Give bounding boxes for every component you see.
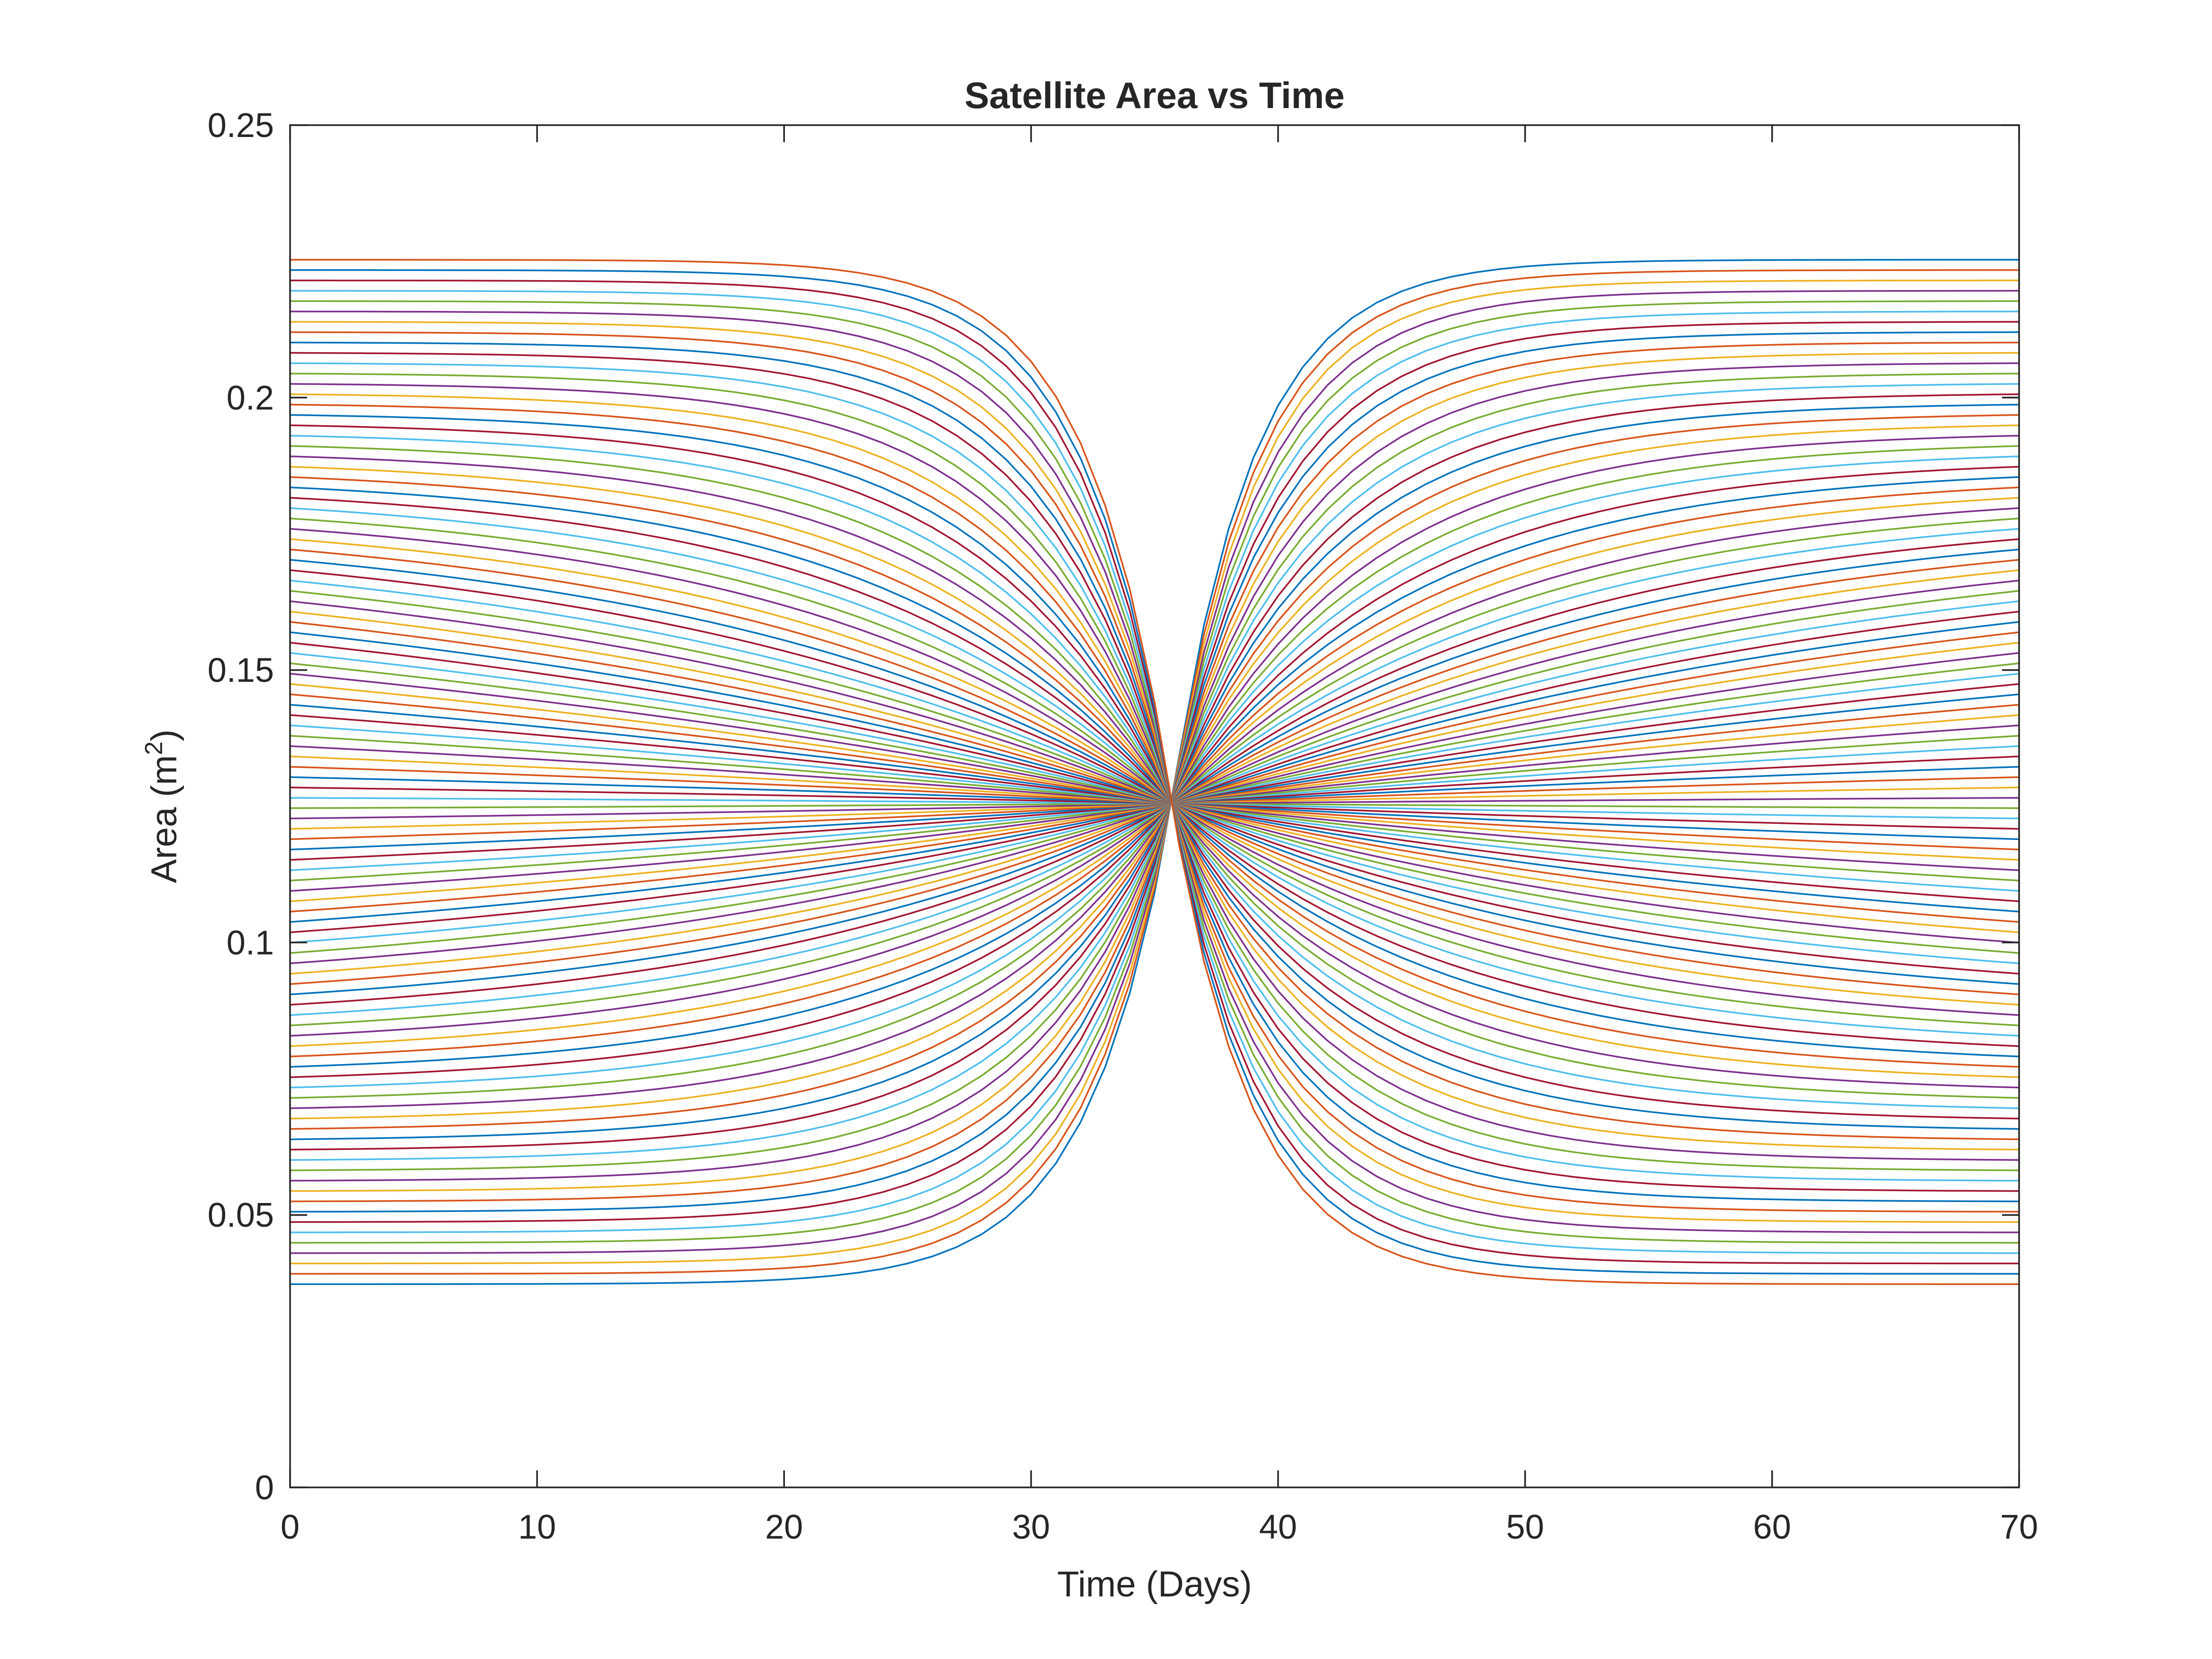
series-line bbox=[290, 445, 2019, 1099]
series-line bbox=[290, 362, 2019, 1182]
series-line bbox=[290, 373, 2019, 1171]
y-tick-label: 0.25 bbox=[208, 107, 274, 145]
series-line bbox=[290, 538, 2019, 1006]
y-tick-label: 0 bbox=[255, 1469, 274, 1507]
series-line bbox=[290, 259, 2019, 1285]
series-line bbox=[290, 341, 2019, 1203]
series-line bbox=[290, 424, 2019, 1120]
series-line bbox=[290, 465, 2019, 1078]
x-tick-label: 50 bbox=[1506, 1508, 1544, 1546]
series-line bbox=[290, 507, 2019, 1037]
series-line bbox=[290, 300, 2019, 1244]
series-line bbox=[290, 476, 2019, 1068]
series-line bbox=[290, 269, 2019, 1275]
x-tick-label: 70 bbox=[2000, 1508, 2038, 1546]
series-line bbox=[290, 435, 2019, 1109]
series-line bbox=[290, 352, 2019, 1192]
series-line bbox=[290, 455, 2019, 1089]
series-line bbox=[290, 486, 2019, 1057]
series-line bbox=[290, 362, 2019, 1182]
series-line bbox=[290, 548, 2019, 995]
series-line bbox=[290, 476, 2019, 1068]
series-line bbox=[290, 373, 2019, 1171]
series-line bbox=[290, 341, 2019, 1203]
y-axis-label-base: Area (m bbox=[144, 755, 184, 883]
x-tick-label: 60 bbox=[1753, 1508, 1791, 1546]
series-line bbox=[290, 290, 2019, 1254]
series-line bbox=[290, 403, 2019, 1140]
series-line bbox=[290, 310, 2019, 1233]
series-line bbox=[290, 414, 2019, 1130]
series-line bbox=[290, 538, 2019, 1006]
x-axis-label: Time (Days) bbox=[1057, 1564, 1252, 1604]
y-axis-label: Area (m2) bbox=[140, 729, 184, 884]
series-line bbox=[290, 445, 2019, 1099]
series-line bbox=[290, 279, 2019, 1265]
series-line bbox=[290, 331, 2019, 1213]
series-line bbox=[290, 517, 2019, 1027]
series-layer bbox=[290, 259, 2019, 1285]
series-line bbox=[290, 383, 2019, 1161]
series-line bbox=[290, 259, 2019, 1285]
y-axis-label-close: ) bbox=[144, 729, 184, 741]
series-line bbox=[290, 279, 2019, 1265]
y-tick-label: 0.05 bbox=[208, 1196, 274, 1234]
y-tick-label: 0.15 bbox=[208, 652, 274, 690]
y-axis-ticks: 0 0.05 0.1 0.15 0.2 0.25 bbox=[208, 107, 2019, 1507]
axes-box bbox=[289, 124, 2020, 1488]
series-line bbox=[290, 321, 2019, 1223]
x-tick-label: 20 bbox=[765, 1508, 803, 1546]
series-line bbox=[290, 559, 2019, 985]
series-line bbox=[290, 424, 2019, 1120]
series-line bbox=[290, 352, 2019, 1192]
series-line bbox=[290, 465, 2019, 1078]
series-line bbox=[290, 269, 2019, 1275]
y-tick-label: 0.1 bbox=[227, 924, 274, 962]
series-line bbox=[290, 403, 2019, 1140]
x-tick-label: 0 bbox=[281, 1508, 300, 1546]
series-line bbox=[290, 331, 2019, 1213]
series-line bbox=[290, 321, 2019, 1223]
series-line bbox=[290, 507, 2019, 1037]
series-line bbox=[290, 517, 2019, 1027]
x-tick-label: 40 bbox=[1259, 1508, 1297, 1546]
series-line bbox=[290, 528, 2019, 1016]
series-line bbox=[290, 414, 2019, 1130]
series-line bbox=[290, 310, 2019, 1233]
y-tick-label: 0.2 bbox=[227, 379, 274, 417]
series-line bbox=[290, 290, 2019, 1254]
series-line bbox=[290, 528, 2019, 1016]
series-line bbox=[290, 393, 2019, 1151]
chart-title: Satellite Area vs Time bbox=[965, 74, 1345, 116]
series-line bbox=[290, 435, 2019, 1109]
series-line bbox=[290, 497, 2019, 1047]
x-tick-label: 10 bbox=[518, 1508, 556, 1546]
x-axis-ticks: 0 10 20 30 40 50 60 70 bbox=[281, 125, 2038, 1546]
series-line bbox=[290, 393, 2019, 1151]
x-tick-label: 30 bbox=[1012, 1508, 1050, 1546]
series-line bbox=[290, 497, 2019, 1047]
series-line bbox=[290, 300, 2019, 1244]
series-line bbox=[290, 455, 2019, 1089]
y-axis-label-superscript: 2 bbox=[140, 741, 168, 755]
series-line bbox=[290, 486, 2019, 1057]
series-line bbox=[290, 383, 2019, 1161]
